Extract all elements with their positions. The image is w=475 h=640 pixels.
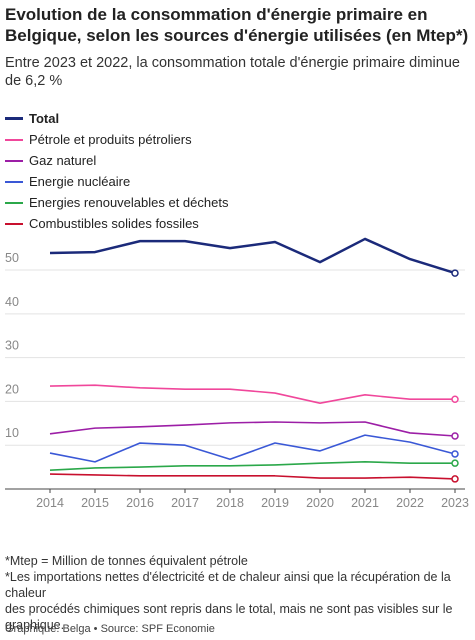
- x-tick-label: 2018: [216, 496, 244, 510]
- x-tick-label: 2014: [36, 496, 64, 510]
- legend-label: Combustibles solides fossiles: [29, 216, 199, 231]
- end-point: [451, 432, 459, 440]
- x-tick-label: 2017: [171, 496, 199, 510]
- end-point: [451, 450, 459, 458]
- end-point: [451, 269, 459, 277]
- legend-item: Total: [5, 108, 228, 129]
- legend-swatch: [5, 222, 23, 225]
- chart-subtitle: Entre 2023 et 2022, la consommation tota…: [5, 55, 460, 89]
- y-tick-label: 20: [5, 382, 19, 396]
- legend-swatch: [5, 201, 23, 204]
- x-tick-label: 2022: [396, 496, 424, 510]
- series-line: [49, 461, 455, 471]
- end-point: [451, 459, 459, 467]
- footer: Graphique: Belga • Source: SPF Economie: [5, 623, 215, 635]
- y-tick-label: 10: [5, 426, 19, 440]
- notes: *Mtep = Million de tonnes équivalent pét…: [5, 553, 470, 633]
- note: des procédés chimiques sont repris dans …: [5, 602, 453, 632]
- legend-label: Energies renouvelables et déchets: [29, 195, 229, 210]
- legend-label: Gaz naturel: [29, 153, 97, 168]
- legend-swatch: [5, 180, 23, 183]
- y-tick-label: 30: [5, 339, 19, 353]
- legend-label: Energie nucléaire: [29, 174, 131, 189]
- series-line: [49, 434, 456, 463]
- legend-label: Total: [29, 111, 60, 126]
- note: *Les importations nettes d'électricité e…: [5, 570, 451, 600]
- chart: 10 20 30 40 50 2014 2015 2016 2017 2018 2019 2020 20…: [5, 237, 469, 510]
- legend-swatch: [5, 117, 23, 120]
- x-tick-label: 2019: [261, 496, 289, 510]
- y-tick-label: 40: [5, 295, 19, 309]
- note: *Mtep = Million de tonnes équivalent pét…: [5, 554, 248, 568]
- x-tick-label: 2015: [81, 496, 109, 510]
- legend-swatch: [5, 138, 23, 141]
- x-tick-label: 2020: [306, 496, 334, 510]
- x-tick-label: 2023: [441, 496, 469, 510]
- legend-item: Pétrole et produits pétroliers: [5, 129, 228, 150]
- legend-swatch: [5, 159, 23, 162]
- x-tick-label: 2021: [351, 496, 379, 510]
- end-point: [451, 475, 459, 483]
- y-tick-label: 50: [5, 251, 19, 265]
- series-line: [49, 421, 456, 437]
- legend-item: Combustibles solides fossiles: [5, 213, 228, 234]
- chart-title: Evolution de la consommation d'énergie p…: [5, 5, 469, 45]
- legend-label: Pétrole et produits pétroliers: [29, 132, 192, 147]
- legend: Total Pétrole et produits pétroliers Gaz n…: [5, 108, 228, 234]
- series-line: [49, 237, 456, 275]
- end-point: [451, 395, 459, 403]
- legend-item: Energie nucléaire: [5, 171, 228, 192]
- x-tick-label: 2016: [126, 496, 154, 510]
- series-line: [49, 384, 455, 404]
- legend-item: Gaz naturel: [5, 150, 228, 171]
- legend-item: Energies renouvelables et déchets: [5, 192, 228, 213]
- series-line: [49, 473, 456, 480]
